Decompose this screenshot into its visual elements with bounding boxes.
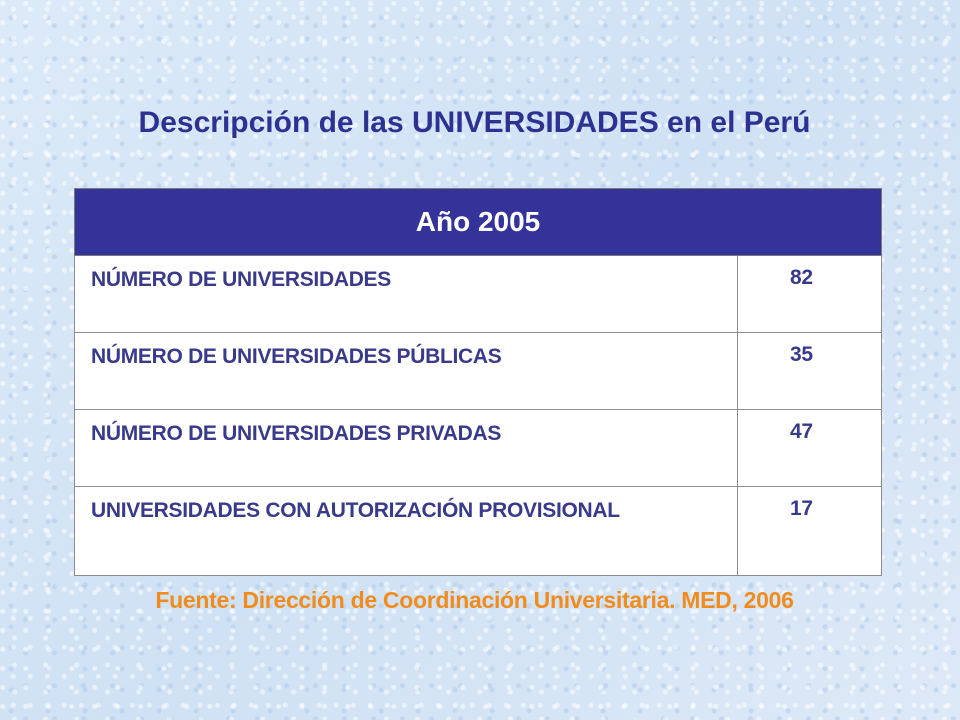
page-title: Descripción de las UNIVERSIDADES en el P…	[138, 106, 811, 139]
row-value-provisional: 17	[737, 486, 882, 576]
row-label-public: NÚMERO DE UNIVERSIDADES PÚBLICAS	[74, 332, 738, 410]
row-value-total: 82	[737, 255, 882, 333]
universities-table: Año 2005 NÚMERO DE UNIVERSIDADES 82 NÚME…	[74, 188, 882, 576]
row-value-public: 35	[737, 332, 882, 410]
table-row: NÚMERO DE UNIVERSIDADES 82	[74, 255, 882, 333]
row-value-private: 47	[737, 409, 882, 487]
row-label-provisional: UNIVERSIDADES CON AUTORIZACIÓN PROVISION…	[74, 486, 738, 576]
table-header-row: Año 2005	[74, 188, 882, 256]
source-note: Fuente: Dirección de Coordinación Univer…	[155, 587, 794, 613]
table-row: NÚMERO DE UNIVERSIDADES PRIVADAS 47	[74, 409, 882, 487]
table-row: NÚMERO DE UNIVERSIDADES PÚBLICAS 35	[74, 332, 882, 410]
row-label-private: NÚMERO DE UNIVERSIDADES PRIVADAS	[74, 409, 738, 487]
table-header-year: Año 2005	[74, 188, 882, 256]
table-row: UNIVERSIDADES CON AUTORIZACIÓN PROVISION…	[74, 486, 882, 576]
row-label-total: NÚMERO DE UNIVERSIDADES	[74, 255, 738, 333]
